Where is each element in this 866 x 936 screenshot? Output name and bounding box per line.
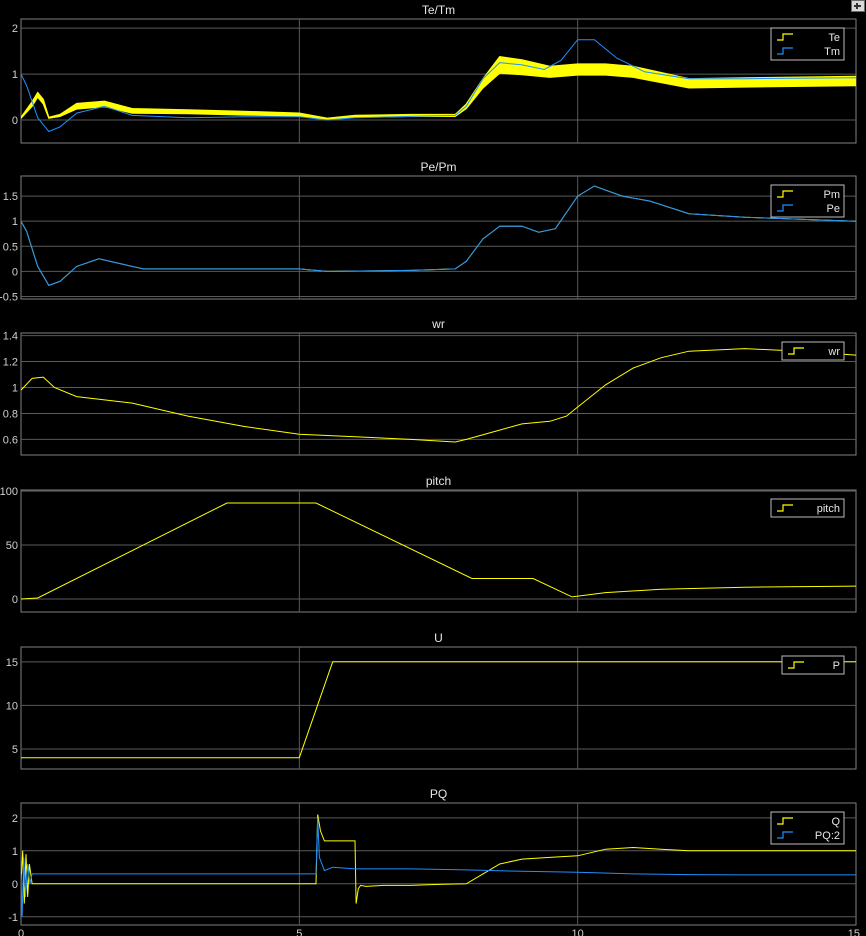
plot-title: Pe/Pm [420,160,456,174]
legend-box [781,341,845,361]
legend-box [781,655,845,675]
series-Tm-line [21,39,856,133]
y-tick-label: -0.5 [0,291,18,303]
y-tick-label: 2 [12,813,18,825]
legend-swatch-Tm [777,47,793,55]
y-tick-label: 0.5 [3,241,18,253]
series-wr-line [21,348,856,443]
legend-swatch-Pm [777,190,793,198]
legend: pitch [770,498,845,518]
legend-box [770,811,845,845]
plot-area [20,175,857,300]
legend-label: pitch [817,503,840,515]
plot-area [20,802,857,926]
series-PQ:2-line [21,817,856,917]
legend-swatch-PQ:2 [777,831,793,839]
series-Pe-line [21,185,856,287]
y-tick-label: 0 [12,266,18,278]
y-tick-label: 1.5 [3,191,18,203]
legend-label: Pe [827,203,840,215]
subplot-3: pitch 0 50 100 pitch [0,474,857,613]
y-tick-label: 1 [12,216,18,228]
y-tick-label: 1.4 [3,331,18,343]
plot-area [20,332,857,456]
y-tick-label: -1 [8,912,18,924]
legend-label: Te [828,32,840,44]
series-Q-line [21,814,856,904]
plot-title: PQ [430,787,447,801]
legend: P [781,655,845,675]
legend-box [770,498,845,518]
y-tick-label: 1 [12,69,18,81]
x-tick-label: 15 [848,928,860,936]
y-tick-label: 15 [6,657,18,669]
legend-swatch-wr [788,347,804,355]
x-tick-label: 5 [296,928,302,936]
y-tick-label: 0 [12,594,18,606]
x-tick-label: 0 [18,928,24,936]
y-tick-label: 1.2 [3,357,18,369]
legend: Q PQ:2 [770,811,845,845]
series-P-line [21,661,856,759]
legend: Te Tm [770,27,845,61]
series-pitch-line [21,502,856,600]
y-tick-label: 1 [12,846,18,858]
plot-title: Te/Tm [422,3,455,17]
legend: wr [781,341,845,361]
plot-area [20,646,857,770]
plot-area [20,489,857,613]
legend-box [770,184,845,218]
subplot-0: Te/Tm 0 1 2 Te Tm [12,3,857,144]
legend-swatch-Pe [777,204,793,212]
legend-swatch-Q [777,817,793,825]
x-tick-label: 10 [572,928,584,936]
legend-label: P [833,660,840,672]
legend-swatch-pitch [777,504,793,512]
subplot-2: wr 0.6 0.8 1 1.2 1.4 wr [3,317,857,456]
expand-icon[interactable] [851,0,865,12]
y-tick-label: 0.6 [3,434,18,446]
subplot-4: U 5 10 15 P [6,631,857,770]
subplot-5: PQ -1 0 1 2 Q PQ:2 [8,787,857,926]
legend-label: wr [827,346,840,358]
y-tick-label: 1 [12,383,18,395]
legend-swatch-Te [777,33,793,41]
y-tick-label: 100 [0,486,18,498]
legend-label: Q [831,816,840,828]
legend-swatch-P [788,661,804,669]
legend-label: Pm [824,189,841,201]
plot-title: pitch [426,474,451,488]
y-tick-label: 0 [12,879,18,891]
y-tick-label: 5 [12,744,18,756]
legend-label: Tm [824,46,840,58]
y-tick-label: 10 [6,700,18,712]
legend: Pm Pe [770,184,845,218]
subplot-1: Pe/Pm -0.5 0 0.5 1 1.5 Pm Pe [0,160,857,303]
plot-title: U [434,631,443,645]
y-tick-label: 50 [6,540,18,552]
y-tick-label: 2 [12,23,18,35]
y-tick-label: 0.8 [3,408,18,420]
plot-title: wr [431,317,445,331]
legend-label: PQ:2 [815,830,840,842]
y-tick-label: 0 [12,115,18,127]
legend-box [770,27,845,61]
